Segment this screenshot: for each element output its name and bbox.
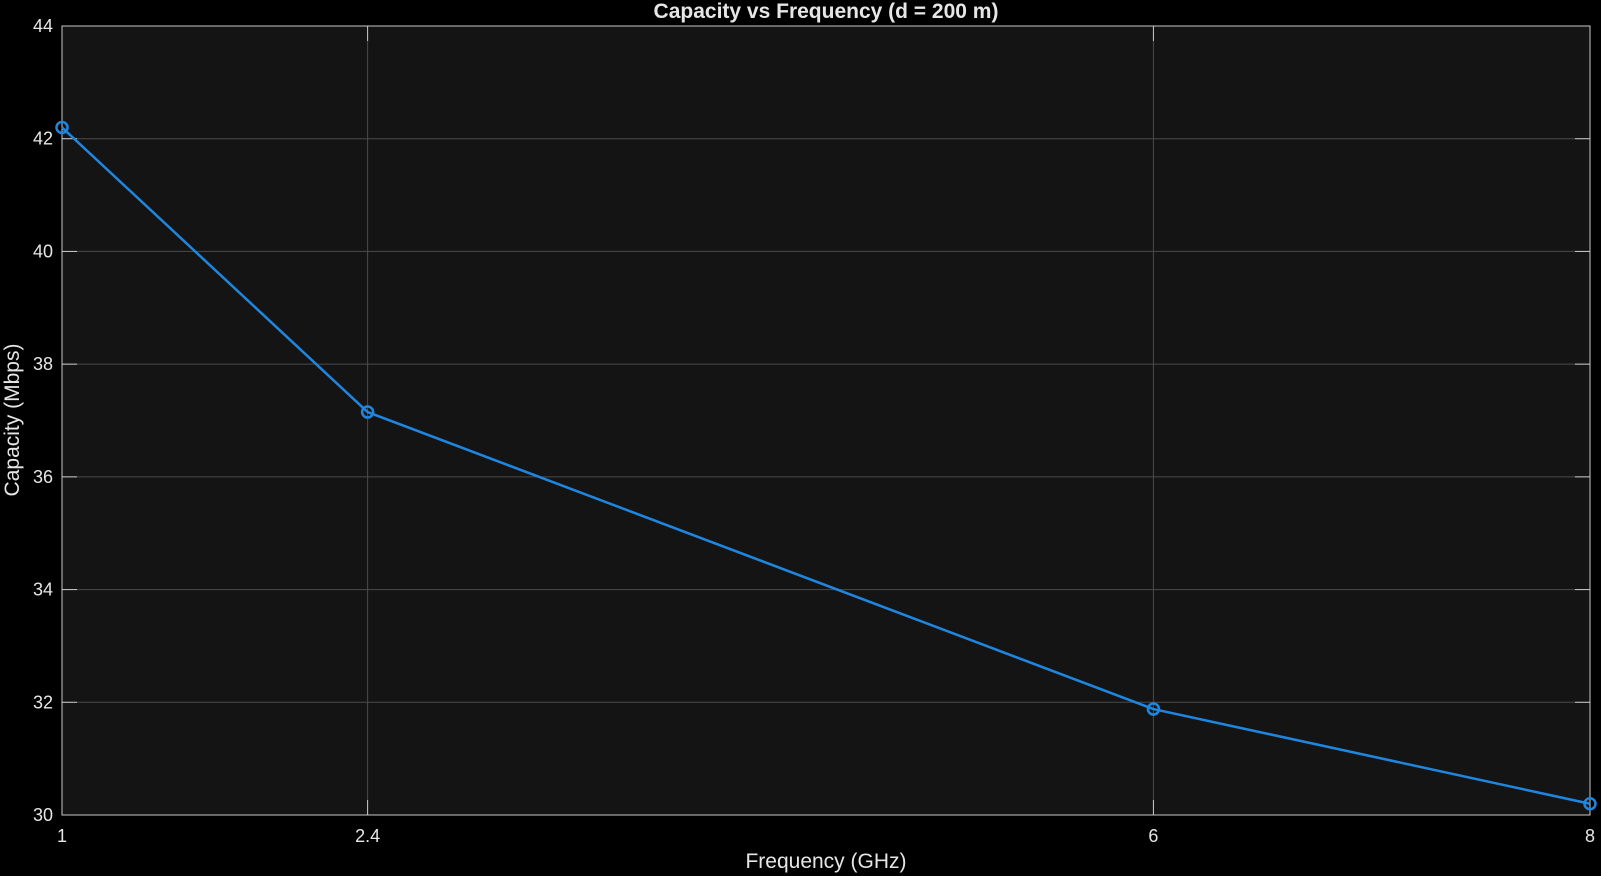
axes-box (61, 25, 1591, 816)
x-tick-label: 8 (1585, 826, 1595, 846)
y-tick-label: 36 (33, 467, 53, 487)
x-tick-label: 1 (57, 826, 67, 846)
chart-title: Capacity vs Frequency (d = 200 m) (654, 0, 999, 23)
x-axis-label: Frequency (GHz) (745, 850, 906, 873)
data-point-marker (360, 405, 375, 419)
y-tick-label: 40 (33, 241, 53, 261)
x-tick-label: 2.4 (355, 826, 380, 846)
data-point-marker (1583, 796, 1597, 811)
y-tick-label: 38 (33, 354, 53, 374)
x-tick-label: 6 (1148, 826, 1158, 846)
series-line (61, 126, 1591, 805)
y-tick-label: 34 (33, 580, 53, 600)
y-tick-label: 32 (33, 692, 53, 712)
tick-labels: 1 2.4 6 8 30 32 34 36 38 40 42 44 (33, 16, 1595, 846)
series (55, 120, 1597, 811)
y-axis-label: Capacity (Mbps) (1, 344, 24, 497)
axes (61, 25, 1591, 816)
y-tick-label: 30 (33, 805, 53, 825)
plot-area (62, 26, 1590, 815)
y-tick-label: 42 (33, 129, 53, 149)
data-point-marker (55, 120, 69, 135)
data-point-marker (1146, 702, 1161, 716)
y-tick-label: 44 (33, 16, 53, 36)
